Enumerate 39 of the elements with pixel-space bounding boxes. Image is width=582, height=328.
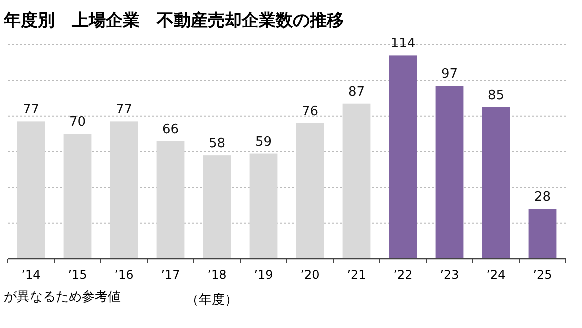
data-label: 85 [488,88,505,104]
data-label: 114 [390,36,416,52]
data-label: 28 [534,190,552,206]
data-label: 76 [302,104,319,120]
data-label: 87 [348,84,366,100]
x-tick-label: ’20 [300,268,320,282]
data-label: 58 [208,136,226,152]
x-tick-label: ’19 [254,268,274,282]
bar [110,122,138,259]
x-tick-label: ’14 [22,268,41,282]
x-tick-label: ’23 [440,268,460,282]
x-axis-title: （年度） [186,292,238,308]
x-tick-label: ’25 [533,268,552,282]
data-label: 97 [441,67,458,82]
bar [156,141,185,259]
x-tick-label: ’18 [208,268,227,282]
bar [482,107,510,259]
bar [296,123,324,259]
x-tick-label: ’22 [394,268,413,282]
bar [203,156,232,259]
bar [389,56,418,259]
x-tick-label: ’21 [347,268,366,282]
bar [528,209,557,259]
x-tick-label: ’17 [161,268,180,282]
bar [342,104,371,259]
x-tick-label: ’16 [114,268,134,282]
data-label: 59 [255,134,272,150]
bar [64,134,92,259]
data-label: 77 [22,102,40,118]
data-label: 70 [69,115,86,130]
bar [436,86,464,259]
data-label: 66 [162,122,180,138]
x-tick-label: ’24 [486,268,506,282]
chart-title: 年度別 上場企業 不動産売却企業数の推移 [3,11,344,31]
text: が異なるため参考値 [4,290,121,305]
data-label: 77 [116,102,133,118]
x-tick-label: ’15 [68,268,88,282]
bar [17,122,46,259]
bar [250,154,278,259]
